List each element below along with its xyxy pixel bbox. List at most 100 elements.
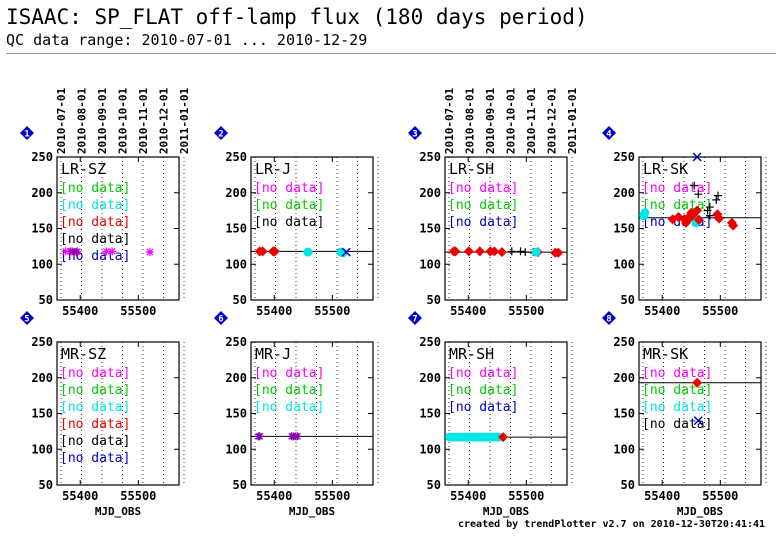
panel-label: MR-SH [449,345,494,363]
panel-6: 50 100 150 200 250 55400 55500 MJD_OBS 6 MR-J [no … [214,311,379,518]
top-date-label: 2011-01-01 [178,88,191,155]
data-point [450,246,461,257]
y-tick-label: 200 [419,186,441,200]
panel-label: LR-J [255,160,291,178]
panel-label: MR-SZ [61,345,106,363]
data-point [463,246,474,257]
panel-number-badge [20,126,34,140]
panel-number: 3 [412,130,417,140]
x-tick-label: 55400 [62,489,98,503]
y-tick-label: 250 [419,335,441,349]
data-point [293,432,302,441]
data-point [692,152,702,162]
data-point [68,247,77,256]
data-point [341,247,351,257]
x-tick-label: 55500 [120,489,156,503]
data-point [102,247,111,256]
legend-entry: [no data] [448,400,518,415]
data-point [507,247,516,256]
legend-entry: [no data] [642,417,712,432]
y-tick-label: 200 [613,371,635,385]
data-point [108,247,117,256]
legend-entry: [no data] [60,451,130,466]
legend-entry: [no data] [60,181,130,196]
x-axis-label: MJD_OBS [289,505,335,518]
top-date-label: 2010-10-01 [505,88,518,155]
page-title: ISAAC: SP_FLAT off-lamp flux (180 days p… [6,5,588,29]
panel-2: 50 100 150 200 250 55400 55500 2 LR-J [no data] [n… [214,126,379,318]
data-point [303,247,313,257]
panel-label: LR-SK [643,160,688,178]
y-tick-label: 200 [225,186,247,200]
y-tick-label: 150 [419,407,441,421]
top-date-label: 2010-12-01 [158,88,171,155]
x-tick-label: 55400 [256,304,292,318]
legend-entry: [no data] [642,383,712,398]
data-point [72,248,81,257]
legend-entry: [no data] [448,215,518,230]
legend-entry: [no data] [448,366,518,381]
y-tick-label: 50 [427,293,441,307]
data-point [693,416,703,426]
y-tick-label: 50 [233,478,247,492]
top-date-label: 2010-08-01 [464,88,477,155]
y-tick-label: 250 [225,150,247,164]
data-point [61,247,70,256]
page-subtitle: QC data range: 2010-07-01 ... 2010-12-29 [6,31,368,49]
y-tick-label: 100 [31,257,53,271]
top-date-label: 2010-11-01 [525,88,538,155]
panel-number: 7 [412,315,417,325]
y-tick-label: 100 [419,257,441,271]
legend-entry: [no data] [254,400,324,415]
panel-number-badge [408,126,422,140]
panel-7: 50 100 150 200 250 55400 55500 MJD_OBS 7 MR-SH [no… [408,311,573,518]
panel-number: 6 [218,315,223,325]
y-tick-label: 100 [613,257,635,271]
y-tick-label: 200 [31,186,53,200]
x-tick-label: 55500 [120,304,156,318]
x-tick-label: 55500 [508,304,544,318]
y-tick-label: 150 [225,407,247,421]
panel-number-badge [214,311,228,325]
y-tick-label: 50 [621,293,635,307]
y-tick-label: 150 [613,407,635,421]
y-tick-label: 150 [419,222,441,236]
panel-label: MR-SK [643,345,688,363]
y-tick-label: 50 [39,293,53,307]
data-point [489,246,500,257]
panel-3: 50 100 150 200 250 55400 55500 2010-07-01 2010-0… [408,88,579,318]
y-tick-label: 200 [419,371,441,385]
legend-entry: [no data] [60,366,130,381]
x-tick-label: 55400 [644,304,680,318]
data-point [712,195,721,204]
legend-entry: [no data] [642,366,712,381]
x-axis-label: MJD_OBS [95,505,141,518]
data-point [269,246,280,257]
data-point [255,432,264,441]
data-point [705,211,714,220]
x-tick-label: 55500 [702,489,738,503]
y-tick-label: 200 [31,371,53,385]
y-tick-label: 200 [613,186,635,200]
y-tick-label: 150 [225,222,247,236]
panel-number-badge [408,311,422,325]
footer-credit: created by trendPlotter v2.7 on 2010-12-… [458,519,766,530]
y-tick-label: 100 [225,442,247,456]
y-tick-label: 250 [31,150,53,164]
panel-number-badge [20,311,34,325]
y-tick-label: 150 [31,407,53,421]
legend-entry: [no data] [254,366,324,381]
data-point [728,220,739,231]
x-tick-label: 55500 [508,489,544,503]
legend-entry: [no data] [642,400,712,415]
top-date-label: 2010-12-01 [546,88,559,155]
legend-entry: [no data] [254,215,324,230]
y-tick-label: 50 [621,478,635,492]
y-tick-label: 250 [31,335,53,349]
panel-number-badge [214,126,228,140]
data-point [531,247,541,257]
top-date-label: 2010-07-01 [55,88,68,155]
legend-entry: [no data] [448,383,518,398]
